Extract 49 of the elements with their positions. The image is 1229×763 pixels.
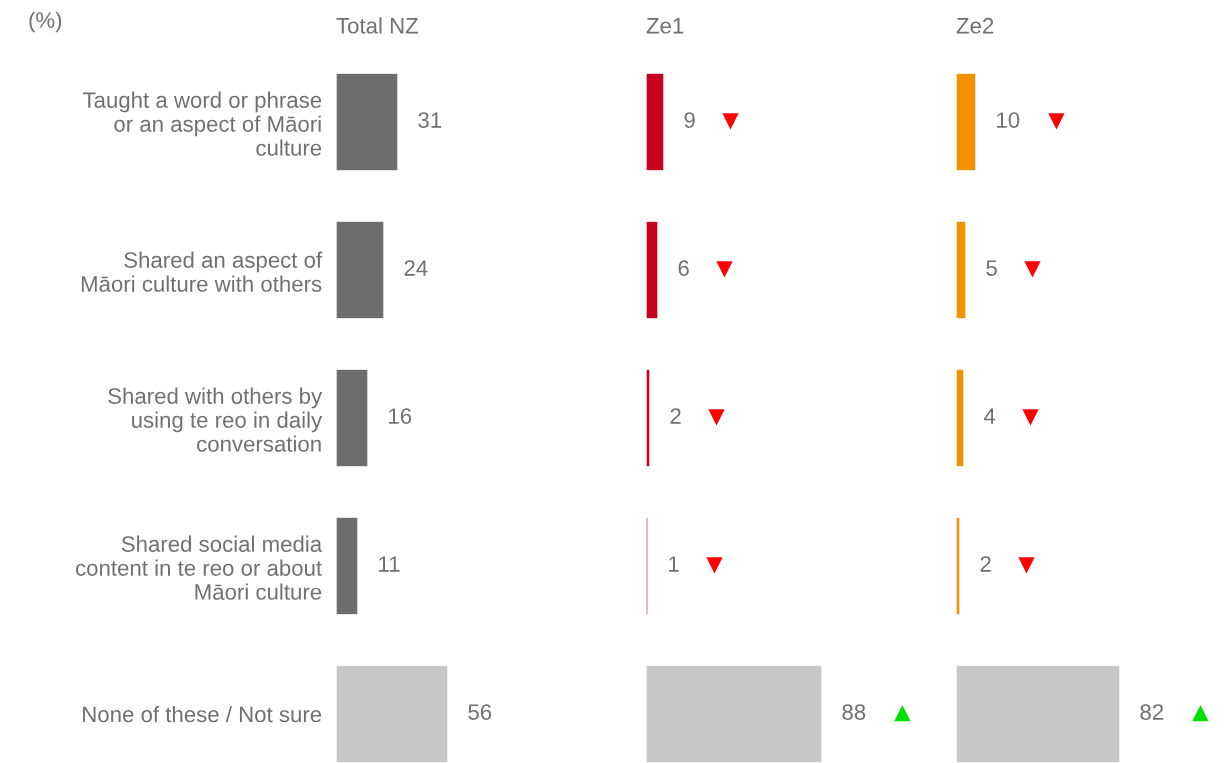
data-label: 6 <box>678 260 689 276</box>
bar <box>646 220 659 320</box>
chart-title: Ze1 <box>646 18 684 34</box>
data-label: 88 <box>842 704 866 720</box>
data-label: 16 <box>389 408 412 424</box>
annotation: ▲ <box>1192 704 1209 722</box>
bar <box>956 72 977 172</box>
annotation: ▼ <box>1022 409 1039 426</box>
annotation: ▼ <box>708 409 725 426</box>
bar <box>336 664 449 763</box>
bar <box>336 220 385 320</box>
annotation: ▲ <box>894 704 911 722</box>
bar <box>646 664 823 763</box>
data-label: 9 <box>684 112 695 128</box>
y-tick-label: None of these / Not sure <box>83 705 322 723</box>
data-label: 24 <box>404 260 428 276</box>
data-label: 82 <box>1140 704 1164 720</box>
y-tick-label: Shared social media content in te reo or about Māori culture <box>76 535 323 600</box>
annotation: ▼ <box>706 557 723 574</box>
y-tick-label: Shared an aspect of Māori culture with others <box>81 251 323 292</box>
text: (%) <box>29 11 62 33</box>
bar <box>646 516 649 616</box>
bar <box>956 664 1121 763</box>
chart-title: Total NZ <box>336 17 419 34</box>
bar <box>646 72 665 172</box>
bar <box>956 516 961 616</box>
data-label: 56 <box>468 704 492 720</box>
data-label: 11 <box>379 556 400 572</box>
annotation: ▼ <box>1018 557 1035 574</box>
bar <box>336 516 359 616</box>
bar <box>336 368 369 468</box>
data-label: 2 <box>670 408 681 424</box>
data-label: 1 <box>669 556 679 572</box>
data-label: 10 <box>997 112 1020 128</box>
annotation: ▼ <box>1024 261 1041 278</box>
annotation: ▼ <box>1048 113 1065 130</box>
bar <box>956 368 965 468</box>
data-label: 2 <box>980 556 991 572</box>
data-label: 4 <box>983 408 996 424</box>
annotation: ▼ <box>722 113 739 130</box>
data-label: 5 <box>986 260 997 276</box>
y-tick-label: Taught a word or phrase or an aspect of Māori culture <box>82 91 322 156</box>
chart-title: Ze2 <box>956 17 994 34</box>
bar <box>956 220 967 320</box>
bar <box>646 368 651 468</box>
bar <box>336 72 399 172</box>
data-label: 31 <box>418 112 442 128</box>
annotation: ▼ <box>716 261 733 278</box>
y-tick-label: Shared with others by using te reo in daily conversation <box>108 387 323 452</box>
